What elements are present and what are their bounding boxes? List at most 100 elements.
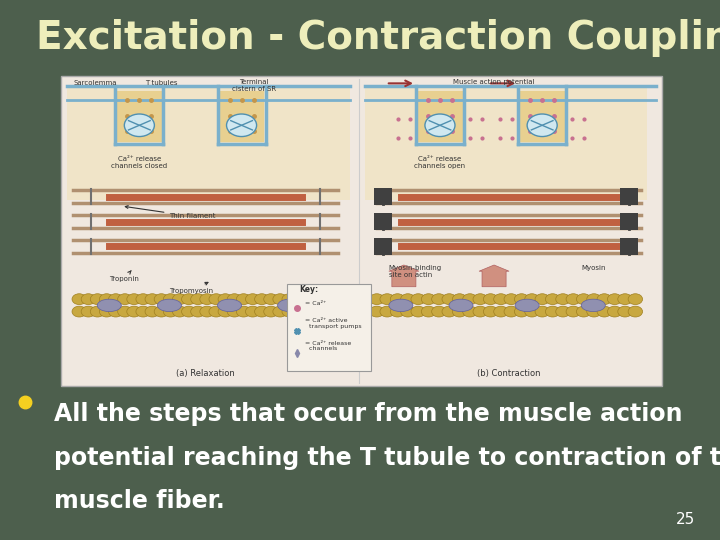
Circle shape — [117, 306, 132, 317]
Text: T tubules: T tubules — [145, 80, 178, 86]
Circle shape — [273, 294, 287, 305]
Circle shape — [181, 306, 196, 317]
Circle shape — [628, 294, 642, 305]
Text: Thin filament: Thin filament — [125, 206, 216, 219]
Circle shape — [163, 294, 178, 305]
Text: = Ca²⁺ release
  channels: = Ca²⁺ release channels — [305, 341, 351, 352]
Circle shape — [236, 306, 251, 317]
Circle shape — [442, 306, 456, 317]
Ellipse shape — [158, 299, 181, 312]
Circle shape — [310, 306, 324, 317]
Circle shape — [473, 306, 487, 317]
FancyBboxPatch shape — [621, 213, 639, 230]
FancyBboxPatch shape — [621, 188, 639, 205]
Text: Tropomyosin: Tropomyosin — [169, 282, 214, 294]
Circle shape — [136, 294, 150, 305]
Text: Troponin: Troponin — [109, 271, 139, 281]
Circle shape — [209, 306, 223, 317]
Circle shape — [310, 294, 324, 305]
Circle shape — [566, 294, 580, 305]
Circle shape — [546, 306, 560, 317]
Circle shape — [494, 294, 508, 305]
Circle shape — [81, 294, 96, 305]
Ellipse shape — [97, 299, 121, 312]
Circle shape — [282, 306, 297, 317]
Circle shape — [154, 294, 168, 305]
Circle shape — [400, 294, 415, 305]
Circle shape — [109, 306, 123, 317]
Circle shape — [163, 306, 178, 317]
Circle shape — [628, 306, 642, 317]
Circle shape — [494, 306, 508, 317]
Circle shape — [577, 306, 591, 317]
Circle shape — [597, 306, 611, 317]
Circle shape — [127, 306, 141, 317]
Circle shape — [587, 294, 601, 305]
Ellipse shape — [581, 299, 606, 312]
Circle shape — [109, 294, 123, 305]
Circle shape — [173, 306, 187, 317]
Circle shape — [504, 294, 518, 305]
Circle shape — [400, 306, 415, 317]
FancyBboxPatch shape — [374, 188, 392, 205]
Ellipse shape — [217, 299, 242, 312]
Circle shape — [200, 306, 215, 317]
Circle shape — [318, 306, 333, 317]
Text: = Ca²⁺ active
  transport pumps: = Ca²⁺ active transport pumps — [305, 318, 361, 329]
Circle shape — [291, 294, 305, 305]
Circle shape — [473, 294, 487, 305]
Circle shape — [369, 306, 384, 317]
Circle shape — [556, 294, 570, 305]
Circle shape — [200, 294, 215, 305]
Circle shape — [218, 294, 233, 305]
Circle shape — [504, 306, 518, 317]
Circle shape — [90, 294, 104, 305]
Text: Myosin-binding
site on actin: Myosin-binding site on actin — [389, 265, 442, 278]
Circle shape — [618, 294, 632, 305]
Circle shape — [145, 294, 160, 305]
Text: Myosin: Myosin — [581, 265, 606, 271]
Circle shape — [390, 294, 405, 305]
Circle shape — [483, 306, 498, 317]
FancyBboxPatch shape — [219, 91, 264, 143]
Circle shape — [556, 306, 570, 317]
Circle shape — [127, 294, 141, 305]
Circle shape — [514, 294, 528, 305]
Text: Terminal
cistern of SR: Terminal cistern of SR — [232, 79, 276, 92]
Circle shape — [463, 306, 477, 317]
Circle shape — [191, 306, 205, 317]
FancyBboxPatch shape — [621, 238, 639, 255]
FancyBboxPatch shape — [365, 85, 647, 200]
Circle shape — [411, 294, 426, 305]
Ellipse shape — [389, 299, 413, 312]
Circle shape — [236, 294, 251, 305]
FancyBboxPatch shape — [287, 284, 371, 370]
Circle shape — [432, 306, 446, 317]
Circle shape — [577, 294, 591, 305]
FancyBboxPatch shape — [417, 91, 463, 143]
Circle shape — [421, 294, 436, 305]
Circle shape — [99, 294, 114, 305]
Text: Muscle action potential: Muscle action potential — [454, 79, 535, 85]
Circle shape — [483, 294, 498, 305]
FancyBboxPatch shape — [519, 91, 565, 143]
Circle shape — [246, 306, 260, 317]
Circle shape — [380, 306, 395, 317]
Text: 25: 25 — [675, 511, 695, 526]
Text: = Ca²⁺: = Ca²⁺ — [305, 301, 326, 306]
Circle shape — [209, 294, 223, 305]
Circle shape — [246, 294, 260, 305]
FancyBboxPatch shape — [374, 213, 392, 230]
Circle shape — [527, 114, 557, 137]
Circle shape — [125, 114, 154, 137]
Circle shape — [173, 294, 187, 305]
Ellipse shape — [515, 299, 539, 312]
Circle shape — [255, 294, 269, 305]
Circle shape — [380, 294, 395, 305]
Circle shape — [291, 306, 305, 317]
Circle shape — [227, 114, 256, 137]
Circle shape — [525, 294, 539, 305]
Circle shape — [425, 114, 455, 137]
Circle shape — [72, 306, 86, 317]
Text: All the steps that occur from the muscle action: All the steps that occur from the muscle… — [54, 402, 683, 426]
